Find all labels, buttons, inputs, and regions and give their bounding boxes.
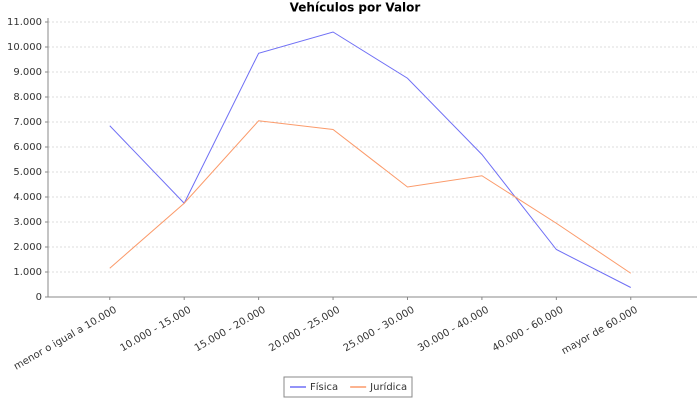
chart-title: Vehículos por Valor: [290, 1, 421, 15]
y-tick-label: 8.000: [13, 92, 42, 103]
y-tick-label: 11.000: [7, 17, 42, 28]
series-line: [109, 120, 632, 274]
y-tick-label: 10.000: [7, 42, 42, 53]
y-tick-label: 9.000: [13, 67, 42, 78]
y-tick-label: 6.000: [13, 142, 42, 153]
y-tick-label: 3.000: [13, 217, 42, 228]
legend-box: [283, 376, 413, 398]
y-tick-label: 2.000: [13, 242, 42, 253]
series-line: [109, 31, 631, 288]
legend-label: Jurídica: [369, 381, 407, 393]
y-tick-label: 5.000: [13, 167, 42, 178]
legend-label: Física: [310, 381, 338, 393]
y-tick-label: 7.000: [13, 117, 42, 128]
y-tick-label: 1.000: [13, 267, 42, 278]
y-tick-label: 0: [36, 292, 42, 303]
y-tick-label: 4.000: [13, 192, 42, 203]
